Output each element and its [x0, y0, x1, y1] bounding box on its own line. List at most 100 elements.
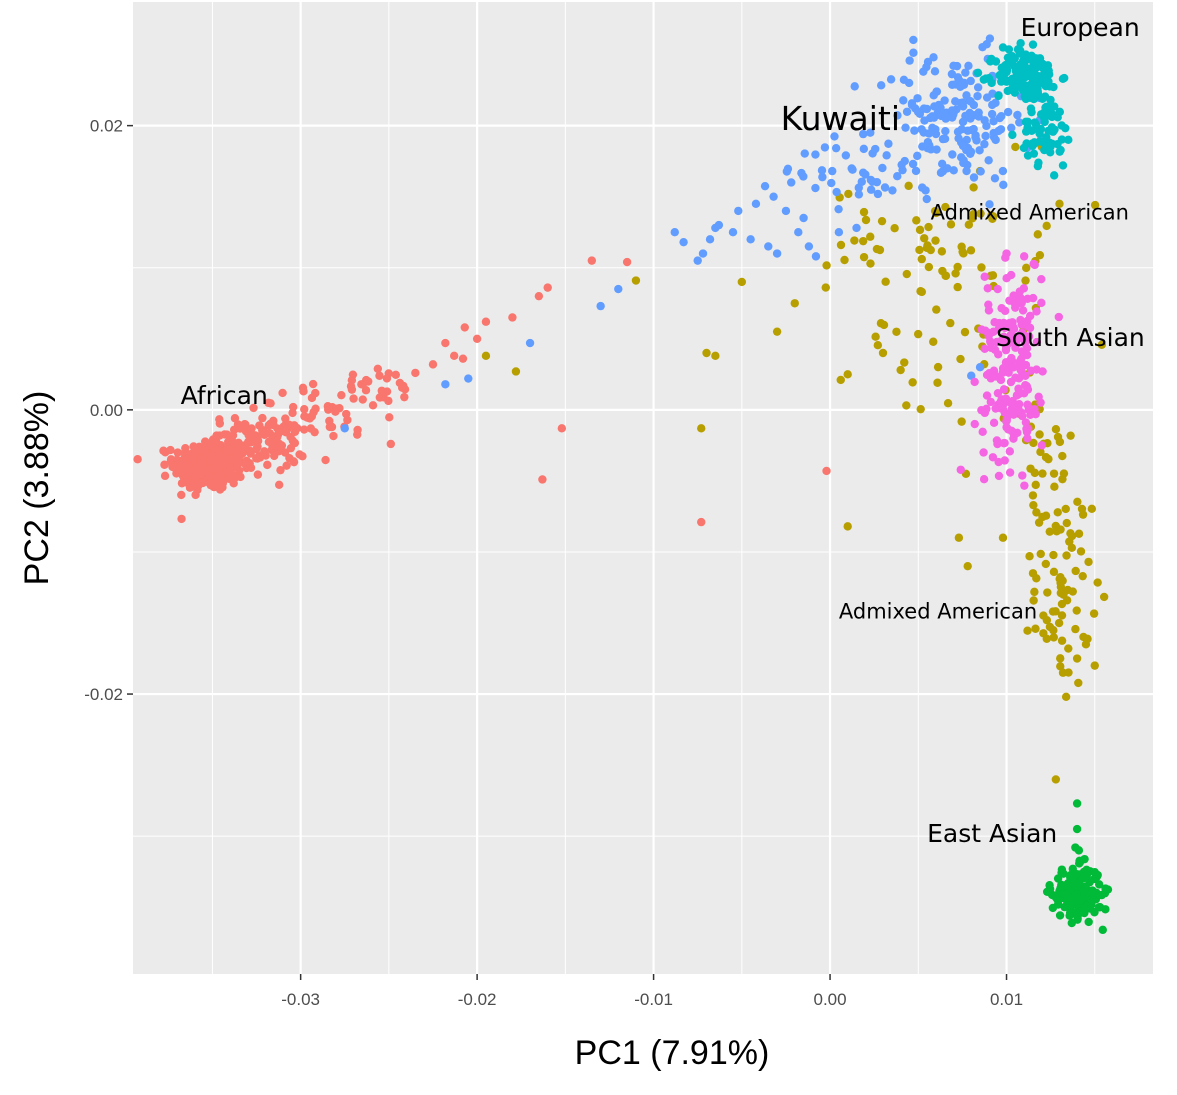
point-kuwaiti [859, 144, 869, 154]
point-african [160, 460, 169, 469]
point-kuwaiti [794, 228, 803, 237]
point-kuwaiti [614, 284, 623, 294]
point-kuwaiti [871, 144, 880, 154]
point-kuwaiti [848, 165, 857, 174]
point-admixed-american [1074, 529, 1084, 538]
point-kuwaiti [772, 249, 782, 258]
point-south-asian [1014, 405, 1023, 414]
point-african [173, 448, 182, 457]
point-african [286, 443, 296, 453]
point-admixed-american [1049, 550, 1058, 560]
point-east-asian [1087, 895, 1096, 904]
point-african [278, 388, 287, 398]
point-admixed-american [481, 351, 491, 361]
point-african [311, 404, 320, 413]
point-kuwaiti [820, 143, 830, 152]
point-african [193, 481, 202, 490]
point-kuwaiti [949, 61, 958, 71]
point-admixed-american [1062, 551, 1071, 560]
point-admixed-american [822, 261, 831, 270]
point-european [997, 76, 1006, 85]
point-admixed-american [920, 234, 929, 243]
point-kuwaiti [954, 134, 963, 143]
point-south-asian [1009, 291, 1018, 300]
point-admixed-american [1087, 504, 1097, 514]
point-african [177, 514, 186, 524]
point-kuwaiti [799, 213, 808, 223]
point-kuwaiti [982, 93, 992, 102]
point-kuwaiti [958, 117, 968, 127]
point-admixed-american [843, 522, 852, 531]
point-south-asian [1025, 323, 1035, 333]
point-admixed-american [1058, 668, 1068, 677]
point-african [481, 317, 491, 326]
point-kuwaiti [861, 170, 870, 179]
point-admixed-american [1021, 276, 1030, 285]
point-european [1064, 135, 1073, 145]
point-admixed-american [843, 370, 852, 379]
point-south-asian [998, 368, 1007, 377]
point-european [1061, 123, 1070, 133]
point-kuwaiti [988, 100, 997, 110]
point-south-asian [1032, 307, 1041, 316]
point-admixed-american [1045, 527, 1054, 536]
point-admixed-american [976, 209, 985, 218]
point-african [238, 444, 248, 454]
point-admixed-american [1055, 199, 1064, 208]
point-kuwaiti [596, 301, 605, 311]
point-kuwaiti [985, 34, 995, 43]
point-admixed-american [844, 189, 853, 199]
point-kuwaiti [964, 61, 973, 70]
point-kuwaiti [918, 183, 927, 192]
point-african [195, 463, 204, 472]
point-admixed-american [1077, 504, 1087, 514]
point-admixed-american [989, 212, 998, 221]
point-south-asian [990, 318, 999, 327]
point-admixed-american [1053, 508, 1062, 517]
point-kuwaiti [985, 200, 994, 209]
point-kuwaiti [882, 151, 891, 160]
point-admixed-american [908, 378, 917, 387]
point-kuwaiti [905, 56, 914, 65]
point-admixed-american [890, 224, 899, 233]
point-south-asian [986, 338, 995, 347]
point-kuwaiti [760, 181, 770, 191]
point-admixed-american [861, 215, 871, 225]
point-kuwaiti [834, 204, 843, 214]
point-kuwaiti [1003, 107, 1013, 117]
point-admixed-american [1059, 469, 1069, 478]
annotation-label: Admixed American [839, 600, 1037, 624]
point-kuwaiti [705, 235, 715, 244]
point-african [235, 452, 244, 461]
point-kuwaiti [811, 183, 820, 193]
point-south-asian [1023, 294, 1032, 304]
point-south-asian [1032, 337, 1042, 347]
point-african [258, 426, 267, 435]
x-axis: -0.03 -0.02 -0.01 0.00 0.01 [281, 974, 1023, 1009]
point-south-asian [1017, 354, 1026, 364]
point-south-asian [956, 465, 965, 474]
point-european [984, 73, 994, 83]
y-tick-label: 0.00 [90, 401, 123, 420]
point-kuwaiti [958, 141, 968, 151]
point-admixed-american [1061, 692, 1071, 701]
point-admixed-american [1028, 491, 1038, 500]
point-african [411, 368, 420, 378]
point-african [327, 422, 337, 432]
point-african [281, 414, 290, 423]
point-african [472, 334, 482, 343]
point-south-asian [1014, 374, 1024, 383]
point-kuwaiti [923, 143, 932, 153]
point-african [375, 371, 384, 380]
point-south-asian [978, 427, 987, 437]
point-admixed-american [1054, 618, 1064, 628]
point-admixed-american [915, 245, 924, 255]
point-kuwaiti [340, 424, 349, 433]
point-east-asian [1098, 925, 1107, 935]
point-kuwaiti [893, 172, 902, 181]
point-admixed-american [1025, 552, 1034, 561]
point-kuwaiti [971, 133, 980, 142]
point-african [234, 458, 243, 467]
point-kuwaiti [969, 173, 979, 182]
point-african [342, 409, 351, 419]
